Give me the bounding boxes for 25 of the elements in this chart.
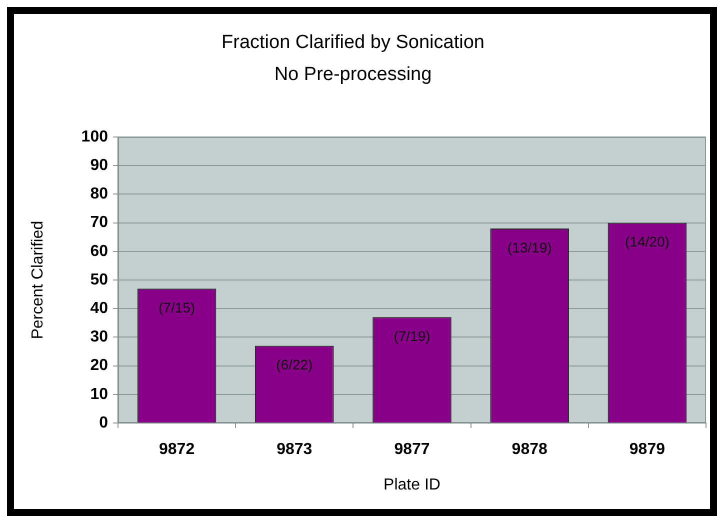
y-tick-label: 90	[90, 157, 108, 174]
x-tick-label: 9872	[159, 441, 195, 458]
chart-subtitle: No Pre-processing	[274, 64, 432, 86]
data-label: (7/15)	[158, 299, 196, 316]
x-axis-title: Plate ID	[384, 476, 440, 494]
y-tick-label: 10	[90, 386, 108, 403]
y-tick-label: 40	[90, 300, 108, 318]
y-tick-label: 100	[81, 128, 108, 146]
x-tick-label: 9878	[512, 441, 548, 458]
y-axis-title: Percent Clarified	[29, 220, 46, 340]
y-tick-label: 30	[90, 328, 108, 346]
data-label: (13/19)	[507, 239, 552, 256]
y-tick-label: 60	[90, 242, 108, 260]
y-tick-label: 70	[90, 214, 108, 232]
y-tick-label: 80	[90, 186, 108, 203]
x-tick-label: 9873	[276, 441, 312, 458]
data-label: (7/19)	[394, 328, 430, 344]
data-label: (6/22)	[276, 356, 313, 373]
y-tick-label: 50	[90, 271, 108, 288]
data-label: (14/20)	[625, 234, 670, 250]
y-tick-label: 0	[99, 414, 108, 432]
x-tick-label: 9877	[394, 441, 430, 458]
x-tick-label: 9879	[629, 441, 666, 458]
y-tick-label: 20	[90, 357, 108, 374]
chart-title: Fraction Clarified by Sonication	[222, 32, 484, 54]
